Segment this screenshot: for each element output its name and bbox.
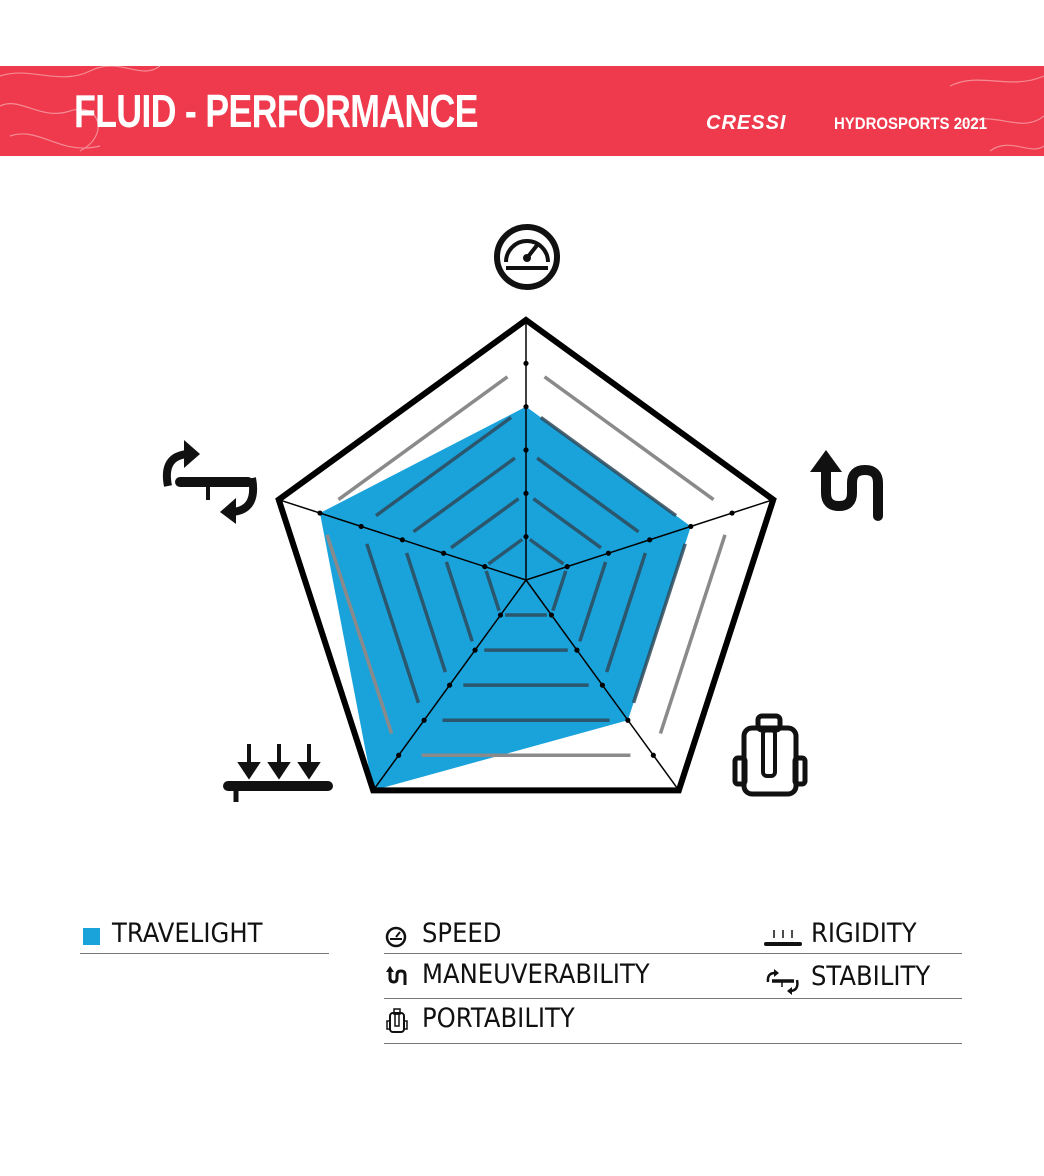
radar-chart xyxy=(275,316,777,794)
grid-ring-level-5 xyxy=(325,534,394,735)
axis-tick-maneuverability-4 xyxy=(688,523,694,530)
axis-tick-stability-5 xyxy=(317,510,323,516)
legend-label-portability: PORTABILITY xyxy=(422,1003,575,1034)
axis-tick-portability-5 xyxy=(650,752,656,758)
rotating-arrows-board-icon xyxy=(163,440,257,524)
legend-speedometer-icon xyxy=(385,926,407,948)
grid-ring-level-2 xyxy=(532,497,603,550)
legend-label-stability: STABILITY xyxy=(811,961,931,992)
grid-ring-level-2 xyxy=(444,561,474,642)
backpack-icon xyxy=(732,713,808,797)
legend-divider xyxy=(384,998,962,999)
legend-rigidity-icon xyxy=(764,930,802,946)
axis-tick-speed-4 xyxy=(523,404,529,410)
board-pressure-arrows-icon xyxy=(223,744,333,802)
legend-divider xyxy=(80,953,329,954)
grid-ring-level-3 xyxy=(412,456,516,534)
legend-divider xyxy=(384,1043,962,1044)
axis-tick-portability-2 xyxy=(574,647,580,653)
grid-ring-level-2 xyxy=(449,497,520,550)
grid-ring-level-1 xyxy=(487,537,524,566)
grid-ring-level-1 xyxy=(484,570,501,612)
axis-tick-speed-3 xyxy=(523,447,529,453)
axis-tick-speed-1 xyxy=(523,534,529,540)
legend-divider xyxy=(384,953,962,954)
legend-label-speed: SPEED xyxy=(422,918,502,949)
axis-tick-rigidity-5 xyxy=(396,752,402,758)
grid-ring-level-1 xyxy=(528,537,565,566)
grid-ring-level-5 xyxy=(337,375,509,501)
axis-tick-maneuverability-1 xyxy=(564,564,570,570)
grid-ring-level-1 xyxy=(551,570,568,612)
legend-label-maneuverability: MANEUVERABILITY xyxy=(422,959,650,990)
axis-tick-maneuverability-5 xyxy=(729,510,735,516)
axis-tick-rigidity-1 xyxy=(497,612,504,618)
grid-ring-level-3 xyxy=(536,456,640,534)
axis-tick-maneuverability-3 xyxy=(647,537,653,543)
grid-ring-level-4 xyxy=(374,416,513,518)
speedometer-icon xyxy=(494,224,560,290)
axis-tick-rigidity-4 xyxy=(421,717,427,723)
page-title: FLUID - PERFORMANCE xyxy=(74,85,479,137)
axis-tick-rigidity-3 xyxy=(446,682,453,688)
grid-ring-level-5 xyxy=(658,534,727,735)
legend-s-turn-icon xyxy=(386,966,407,985)
legend-label-rigidity: RIGIDITY xyxy=(811,918,917,949)
legend-swatch-travelight xyxy=(83,928,100,945)
axis-tick-portability-1 xyxy=(548,612,555,618)
axis-tick-portability-3 xyxy=(599,682,606,688)
topographic-pattern xyxy=(0,66,1044,152)
grid-ring-level-5 xyxy=(543,375,715,501)
radar-outer-frame xyxy=(275,316,777,794)
axis-tick-stability-4 xyxy=(358,523,364,530)
legend-backpack-icon xyxy=(386,1008,408,1033)
axis-tick-maneuverability-2 xyxy=(605,550,612,556)
axis-tick-speed-5 xyxy=(523,360,529,366)
grid-ring-level-4 xyxy=(539,416,678,518)
axis-tick-stability-3 xyxy=(399,537,405,543)
grid-ring-level-3 xyxy=(604,552,648,673)
axis-tick-stability-2 xyxy=(440,550,447,556)
legend-stability-icon xyxy=(766,969,799,995)
brand-logo: CRESSI xyxy=(706,112,787,134)
axis-tick-stability-1 xyxy=(482,564,488,570)
axis-tick-portability-4 xyxy=(625,717,631,723)
grid-ring-level-4 xyxy=(631,543,687,704)
grid-ring-level-4 xyxy=(365,543,421,704)
axis-tick-speed-2 xyxy=(523,490,529,496)
collection-label: HYDROSPORTS 2021 xyxy=(834,114,987,133)
s-turn-arrow-icon xyxy=(810,450,883,521)
legend-series-label: TRAVELIGHT xyxy=(112,918,263,949)
header-banner: FLUID - PERFORMANCE CRESSI HYDROSPORTS 2… xyxy=(0,66,1044,156)
axis-tick-rigidity-2 xyxy=(472,647,478,653)
grid-ring-level-2 xyxy=(578,561,608,642)
grid-ring-level-3 xyxy=(404,552,448,673)
